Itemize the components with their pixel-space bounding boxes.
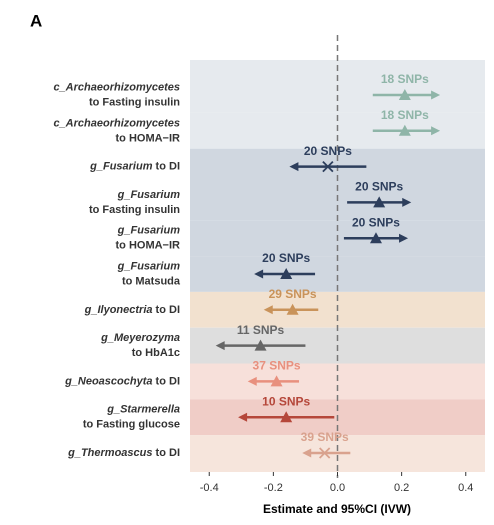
label-part: g_Thermoascus: [67, 447, 152, 459]
row-label: to Fasting glucose: [83, 419, 180, 431]
snp-label: 20 SNPs: [352, 215, 400, 229]
row-label: to HOMA−IR: [116, 132, 181, 144]
estimate-marker: [319, 447, 331, 459]
snp-label: 20 SNPs: [355, 180, 403, 194]
arrowhead: [247, 376, 257, 386]
snp-label: 11 SNPs: [237, 323, 285, 337]
arrowhead: [254, 269, 264, 279]
label-part: g_Meyerozyma: [100, 332, 180, 344]
row-label: g_Neoascochyta to DI: [64, 375, 180, 387]
row-label: c_Archaeorhizomycetes: [53, 117, 180, 129]
row-label: to HbA1c: [132, 347, 180, 359]
label-part: c_Archaeorhizomycetes: [53, 81, 180, 93]
x-axis-label: Estimate and 95%CI (IVW): [263, 502, 411, 516]
estimate-marker: [280, 411, 293, 423]
row-label: c_Archaeorhizomycetes: [53, 81, 180, 93]
estimate-marker: [254, 339, 267, 351]
snp-label: 39 SNPs: [301, 430, 349, 444]
x-tick-label: -0.4: [200, 482, 219, 494]
label-part: to HbA1c: [132, 347, 180, 359]
snp-label: 37 SNPs: [253, 359, 301, 373]
arrowhead: [399, 233, 409, 243]
snp-label: 18 SNPs: [381, 108, 429, 122]
estimate-marker: [373, 196, 386, 208]
x-tick-label: 0.4: [458, 482, 473, 494]
row-label: g_Meyerozyma: [100, 332, 180, 344]
arrowhead: [263, 305, 273, 315]
estimate-marker: [369, 232, 382, 244]
row-label: g_Thermoascus to DI: [67, 447, 180, 459]
arrowhead: [215, 341, 225, 351]
snp-label: 20 SNPs: [262, 251, 310, 265]
x-tick-label: -0.2: [264, 482, 283, 494]
snp-label: 29 SNPs: [269, 287, 317, 301]
estimate-marker: [280, 268, 293, 279]
row-label: g_Starmerella: [106, 404, 180, 416]
label-part: to Fasting glucose: [83, 419, 180, 431]
snp-label: 10 SNPs: [262, 394, 310, 408]
label-part: to DI: [153, 161, 181, 173]
arrowhead: [431, 90, 441, 100]
x-tick-label: 0.2: [394, 482, 409, 494]
estimate-marker: [270, 375, 283, 387]
row-label: to Fasting insulin: [89, 96, 180, 108]
label-part: g_Fusarium: [117, 260, 181, 272]
estimate-marker: [322, 160, 334, 173]
arrowhead: [431, 126, 441, 136]
arrowhead: [289, 162, 299, 172]
label-part: g_Fusarium: [117, 189, 181, 201]
panel-label: A: [30, 11, 42, 30]
arrowhead: [302, 448, 312, 458]
label-part: g_Fusarium: [89, 161, 153, 173]
label-part: to DI: [153, 447, 181, 459]
row-label: g_Fusarium: [117, 260, 181, 272]
row-label: g_Ilyonectria to DI: [84, 304, 180, 316]
estimate-marker: [398, 124, 411, 136]
label-part: to Matsuda: [122, 275, 181, 287]
label-part: to HOMA−IR: [116, 240, 181, 252]
row-label: to Fasting insulin: [89, 204, 180, 216]
estimate-marker: [398, 89, 411, 100]
snp-label: 20 SNPs: [304, 144, 352, 158]
x-tick-label: 0.0: [330, 482, 345, 494]
label-part: to DI: [153, 375, 181, 387]
label-part: to Fasting insulin: [89, 204, 180, 216]
label-part: to DI: [153, 304, 181, 316]
row-label: g_Fusarium: [117, 225, 181, 237]
label-part: g_Ilyonectria: [84, 304, 153, 316]
row-label: g_Fusarium: [117, 189, 181, 201]
label-part: g_Neoascochyta: [64, 375, 152, 387]
snp-label: 18 SNPs: [381, 72, 429, 86]
arrowhead: [402, 197, 412, 207]
row-label: g_Fusarium to DI: [89, 161, 180, 173]
row-label: to Matsuda: [122, 275, 181, 287]
label-part: g_Starmerella: [106, 404, 180, 416]
label-part: c_Archaeorhizomycetes: [53, 117, 180, 129]
label-part: to HOMA−IR: [116, 132, 181, 144]
label-part: to Fasting insulin: [89, 96, 180, 108]
row-label: to HOMA−IR: [116, 240, 181, 252]
arrowhead: [238, 412, 248, 422]
estimate-marker: [286, 303, 299, 315]
label-part: g_Fusarium: [117, 225, 181, 237]
